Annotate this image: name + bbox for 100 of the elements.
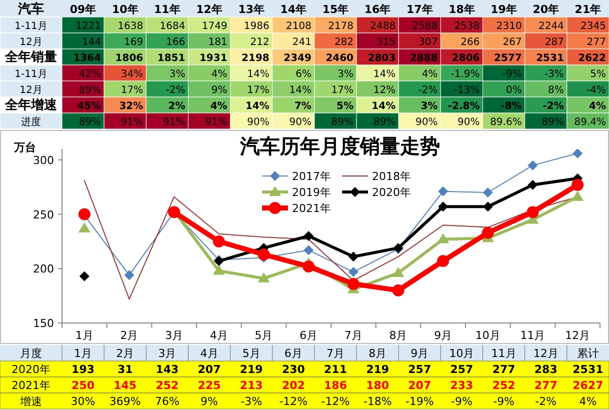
y-axis-title: 汽车 — [17, 1, 44, 17]
data-label: 2178 — [328, 21, 354, 32]
data-label: 2198 — [242, 53, 270, 64]
point — [526, 206, 539, 218]
x-tick-label: 15年 — [322, 3, 349, 16]
y-tick-label: 300 — [33, 154, 54, 167]
data-label: 233 — [450, 379, 474, 392]
data-label: -2.8% — [448, 101, 480, 112]
legend-label: 2021年 — [292, 202, 331, 215]
data-label: 211 — [324, 363, 347, 376]
data-label: 1931 — [199, 53, 228, 64]
data-label: -12% — [321, 395, 350, 408]
data-label: 1986 — [244, 21, 270, 32]
data-label: 14% — [247, 69, 270, 80]
y-axis-title: 万台 — [13, 141, 36, 154]
x-tick-label: 11年 — [154, 3, 180, 16]
data-label: 315 — [376, 37, 396, 48]
x-tick-label: 16年 — [364, 3, 391, 16]
data-label: 1684 — [160, 21, 186, 32]
data-label: 9% — [200, 395, 218, 408]
x-tick-label: 7月 — [344, 329, 362, 342]
x-tick-label: 4月 — [200, 347, 218, 360]
data-label: 1806 — [115, 53, 144, 64]
x-tick-label: 累计 — [576, 347, 599, 360]
y-tick-label: 全年增速 — [4, 98, 58, 113]
data-label: 42% — [78, 69, 102, 80]
x-tick-label: 5月 — [242, 347, 260, 360]
data-label: 2803 — [368, 53, 396, 64]
data-label: 4% — [422, 69, 438, 80]
point — [304, 231, 314, 241]
y-tick-label: 1-11月 — [14, 69, 48, 80]
data-label: 145 — [114, 379, 137, 392]
data-label: 2577 — [494, 53, 522, 64]
x-tick-label: 21年 — [574, 3, 602, 16]
data-label: 90% — [415, 117, 438, 128]
x-tick-label: 13年 — [238, 3, 264, 16]
data-label: 180 — [366, 379, 390, 392]
y-tick-label: 12月 — [20, 85, 42, 96]
data-label: 143 — [156, 363, 179, 376]
data-label: 5% — [336, 101, 354, 112]
data-label: -3% — [240, 395, 262, 408]
data-label: 166 — [166, 37, 186, 48]
x-tick-label: 10月 — [475, 329, 500, 342]
data-label: -2% — [542, 101, 564, 112]
x-tick-label: 12月 — [565, 329, 590, 342]
point — [482, 188, 493, 198]
data-label: 17% — [331, 85, 354, 96]
data-label: 202 — [282, 379, 305, 392]
data-label: 17% — [247, 85, 270, 96]
data-label: 32% — [119, 101, 144, 112]
data-label: 252 — [492, 379, 516, 392]
data-label: 257 — [408, 363, 432, 376]
x-tick-label: 11月 — [520, 329, 546, 342]
x-tick-label: 3月 — [165, 329, 184, 342]
data-label: 4% — [211, 69, 228, 80]
legend-label: 2018年 — [372, 170, 411, 183]
x-tick-label: 2月 — [116, 347, 134, 360]
data-label: 1638 — [118, 21, 144, 32]
data-label: 2538 — [454, 21, 480, 32]
data-label: 266 — [460, 37, 480, 48]
x-tick-label: 14年 — [280, 3, 307, 16]
point — [482, 226, 494, 239]
x-tick-label: 19年 — [490, 3, 517, 16]
data-label: 2345 — [580, 21, 606, 32]
data-label: 212 — [250, 37, 270, 48]
data-label: -2% — [418, 85, 438, 96]
data-label: 2622 — [578, 53, 606, 64]
data-label: 277 — [586, 37, 606, 48]
data-label: 2531 — [536, 53, 564, 64]
data-label: 2% — [168, 101, 186, 112]
legend-label: 2017年 — [292, 170, 331, 183]
data-label: 8% — [548, 85, 564, 96]
x-tick-label: 6月 — [284, 347, 302, 360]
data-label: 76% — [154, 395, 180, 408]
data-label: 169 — [124, 37, 144, 48]
data-label: 1221 — [76, 21, 102, 32]
data-label: 369% — [109, 395, 141, 408]
x-tick-label: 9月 — [410, 347, 429, 360]
data-label: 1749 — [202, 21, 228, 32]
x-tick-label: 2月 — [120, 329, 138, 342]
data-label: 4% — [589, 101, 606, 112]
data-label: 89% — [373, 117, 396, 128]
y-tick-label: 250 — [33, 208, 54, 222]
chart-title: 汽车历年月度销量走势 — [239, 134, 440, 158]
data-label: -2% — [166, 85, 186, 96]
y-tick-label: 2021年 — [12, 379, 50, 392]
point — [528, 180, 538, 190]
data-label: 1364 — [73, 53, 102, 64]
data-label: -8% — [500, 101, 522, 112]
data-label: 89.6% — [490, 117, 522, 128]
x-tick-label: 1月 — [75, 329, 94, 342]
y-tick-label: 12月 — [20, 37, 42, 48]
x-tick-label: 17年 — [406, 3, 433, 16]
data-label: 219 — [366, 363, 390, 376]
data-label: 91% — [120, 117, 144, 128]
x-tick-label: 12年 — [196, 3, 222, 16]
data-label: 277 — [492, 363, 516, 376]
data-label: 89% — [78, 117, 102, 128]
x-tick-label: 18年 — [448, 3, 475, 16]
x-tick-label: 10月 — [449, 347, 474, 360]
